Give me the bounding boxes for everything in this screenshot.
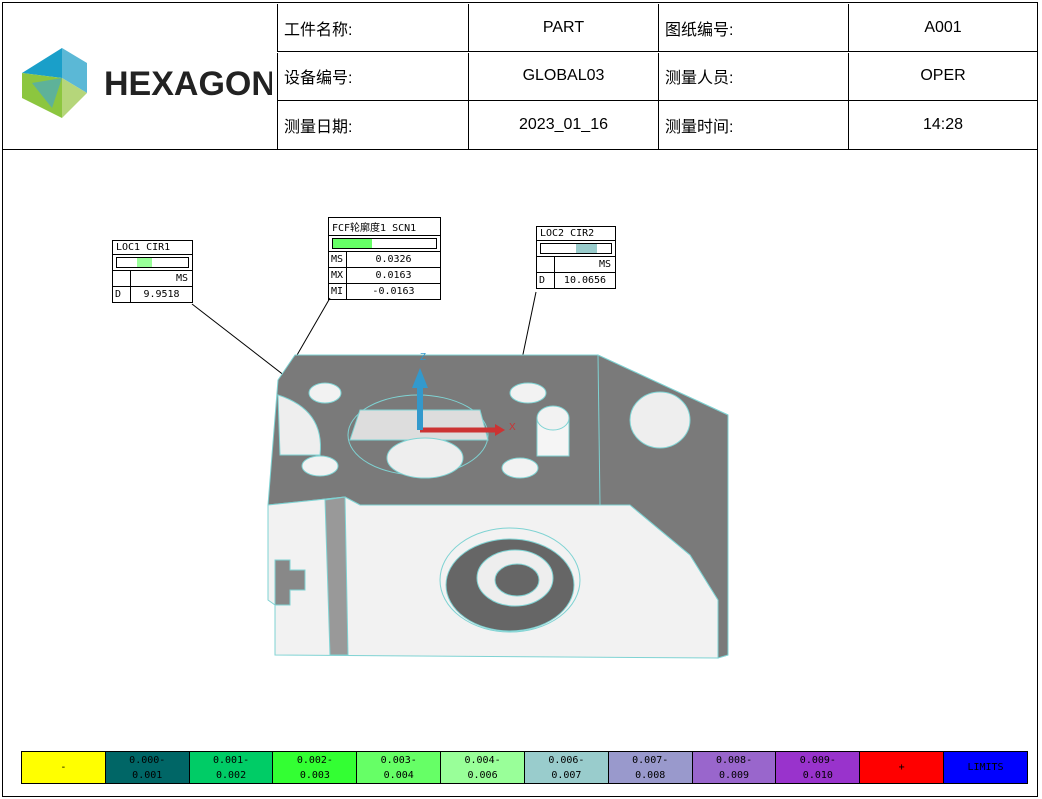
legend-swatch: + xyxy=(860,752,945,783)
dimension-label-fcf[interactable]: FCF轮廓度1 SCN1 MS 0.0326 MX 0.0163 MI -0.0163 xyxy=(328,217,441,300)
label-title: LOC1 CIR1 xyxy=(113,241,192,255)
header-value1: PART xyxy=(468,4,658,52)
legend-swatch: LIMITS xyxy=(944,752,1027,783)
deviation-bar xyxy=(540,243,612,254)
header-label2: 图纸编号: xyxy=(658,4,848,52)
header-label1: 测量日期: xyxy=(277,101,468,149)
header-label1: 工件名称: xyxy=(277,4,468,52)
header-label2: 测量人员: xyxy=(658,52,848,101)
svg-text:HEXAGON: HEXAGON xyxy=(104,65,272,103)
legend-swatch: 0.000- 0.001 xyxy=(105,752,190,783)
header-value1: 2023_01_16 xyxy=(468,101,658,149)
header-value2: OPER xyxy=(848,52,1037,101)
report-header: HEXAGON xyxy=(2,3,1037,150)
header-value1: GLOBAL03 xyxy=(468,52,658,101)
hexagon-logo: HEXAGON xyxy=(22,48,272,118)
legend-swatch: 0.004- 0.006 xyxy=(441,752,525,783)
part-right-face xyxy=(597,354,729,659)
x-axis-label: X xyxy=(509,422,516,433)
row-value: 10.0656 xyxy=(563,275,607,286)
label-title: LOC2 CIR2 xyxy=(537,227,615,241)
deviation-bar xyxy=(116,257,189,268)
coordinate-axes-icon: X Z xyxy=(412,352,516,436)
row-key: D xyxy=(113,287,131,302)
header-value2: A001 xyxy=(848,4,1037,52)
z-axis-label: Z xyxy=(420,352,426,363)
legend-swatch: 0.007- 0.008 xyxy=(608,752,693,783)
leader-line xyxy=(292,297,331,363)
dimension-label-loc2[interactable]: LOC2 CIR2 MS D 10.0656 xyxy=(536,226,616,289)
header-value2: 14:28 xyxy=(848,101,1037,149)
header-label1: 设备编号: xyxy=(277,52,468,101)
legend-swatch: 0.003- 0.004 xyxy=(357,752,442,783)
label-title: FCF轮廓度1 SCN1 xyxy=(329,218,440,236)
legend-swatch: 0.008- 0.009 xyxy=(692,752,777,783)
row-value: 9.9518 xyxy=(143,289,180,300)
color-legend: -0.000- 0.001 0.001- 0.002 0.002- 0.003 0.0… xyxy=(21,751,1028,784)
row-key: MI xyxy=(329,284,347,299)
row-key: D xyxy=(537,273,555,288)
row-value: 0.0326 xyxy=(375,254,412,265)
row-key: MS xyxy=(329,252,347,267)
row-key: MX xyxy=(329,268,347,283)
legend-swatch: - xyxy=(22,752,106,783)
part-slot-face xyxy=(324,496,349,656)
dimension-label-loc1[interactable]: LOC1 CIR1 MS D 9.9518 xyxy=(112,240,193,303)
legend-swatch: 0.006- 0.007 xyxy=(524,752,609,783)
legend-swatch: 0.009- 0.010 xyxy=(776,752,861,783)
legend-swatch: 0.002- 0.003 xyxy=(273,752,358,783)
legend-swatch: 0.001- 0.002 xyxy=(189,752,274,783)
column-header: MS xyxy=(598,259,611,270)
row-value: -0.0163 xyxy=(372,286,415,297)
row-value: 0.0163 xyxy=(375,270,412,281)
deviation-bar xyxy=(332,238,437,249)
header-label2: 测量时间: xyxy=(658,101,848,149)
column-header: MS xyxy=(175,273,188,284)
